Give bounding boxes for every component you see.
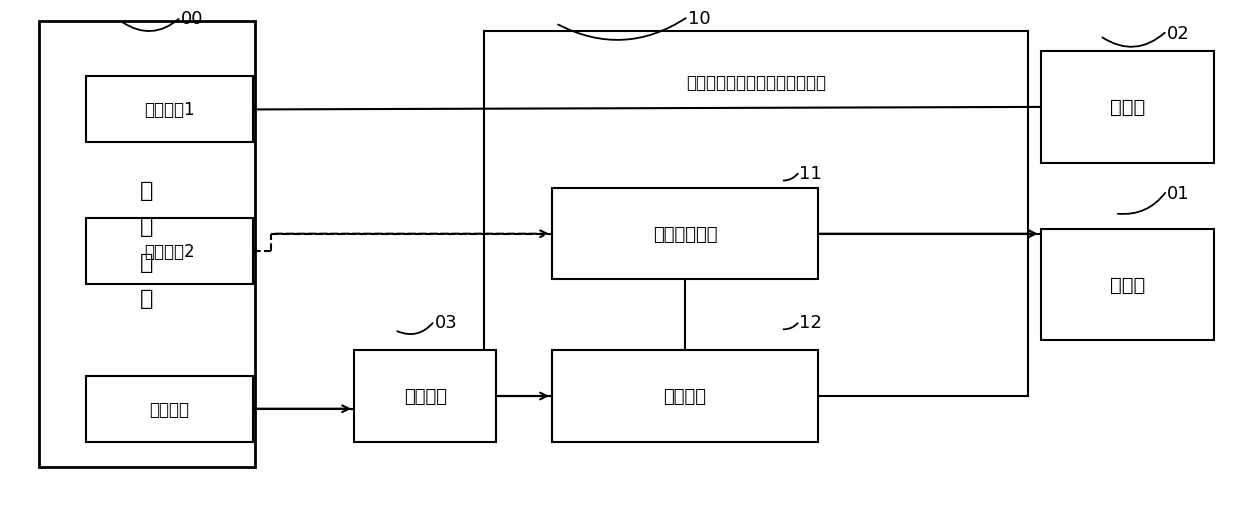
FancyBboxPatch shape [86, 376, 253, 442]
Text: 11: 11 [800, 164, 822, 183]
FancyBboxPatch shape [38, 22, 255, 467]
FancyBboxPatch shape [86, 219, 253, 285]
Text: 编
译
码
器: 编 译 码 器 [140, 181, 154, 308]
Text: 输入接口2: 输入接口2 [144, 243, 195, 261]
Text: 通路切换单元: 通路切换单元 [652, 225, 717, 243]
Text: 输入接口1: 输入接口1 [144, 101, 195, 119]
FancyBboxPatch shape [552, 189, 818, 280]
FancyBboxPatch shape [353, 351, 496, 442]
Text: 00: 00 [181, 10, 203, 28]
Text: 02: 02 [1167, 25, 1189, 43]
Text: 01: 01 [1167, 185, 1189, 203]
FancyBboxPatch shape [1040, 52, 1214, 163]
FancyBboxPatch shape [552, 351, 818, 442]
FancyBboxPatch shape [86, 77, 253, 143]
FancyBboxPatch shape [484, 32, 1028, 396]
Text: 扬声器: 扬声器 [1110, 275, 1145, 294]
Text: 移动终端的麦克风故障处理装置: 移动终端的麦克风故障处理装置 [686, 74, 826, 92]
Text: 12: 12 [800, 314, 822, 332]
Text: 控制单元: 控制单元 [663, 387, 707, 405]
Text: 03: 03 [434, 314, 458, 332]
Text: 麦克风: 麦克风 [1110, 98, 1145, 117]
Text: 10: 10 [688, 10, 711, 28]
FancyBboxPatch shape [1040, 229, 1214, 341]
Text: 功放单元: 功放单元 [404, 387, 446, 405]
Text: 输出接口: 输出接口 [149, 400, 188, 418]
